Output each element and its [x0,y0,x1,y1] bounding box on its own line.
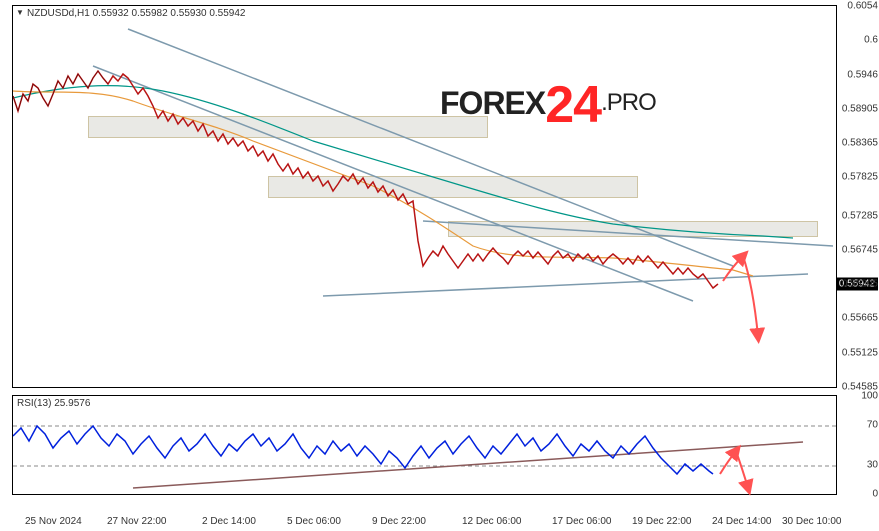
y-tick: 0.5946 [847,69,878,80]
ma-teal [13,86,793,238]
watermark-logo: FOREX24.PRO [440,75,656,135]
main-chart-svg [13,6,838,389]
rsi-chart-svg [13,396,838,496]
x-tick: 30 Dec 10:00 [782,516,842,527]
y-tick: 0.55125 [842,347,878,358]
x-tick: 27 Nov 22:00 [107,516,167,527]
y-tick: 0 [872,489,878,500]
logo-pro: .PRO [601,89,656,116]
forecast-arrow-down [743,256,758,336]
price-candles-shadow [13,71,108,111]
y-tick: 0.56745 [842,244,878,255]
y-tick: 30 [867,459,878,470]
y-tick: 0.57285 [842,210,878,221]
y-tick: 0.56205 [842,279,878,290]
x-tick: 9 Dec 22:00 [372,516,426,527]
y-tick: 0.55665 [842,313,878,324]
x-tick: 12 Dec 06:00 [462,516,522,527]
rsi-line [13,426,713,474]
channel-line [128,29,733,266]
y-tick: 70 [867,420,878,431]
x-tick: 24 Dec 14:00 [712,516,772,527]
dropdown-icon: ▼ [16,8,24,17]
logo-24: 24 [545,76,601,134]
price-chart: ▼ NZDUSDd,H1 0.55932 0.55982 0.55930 0.5… [12,5,837,388]
rsi-forecast-up [720,451,736,474]
chart-header: NZDUSDd,H1 0.55932 0.55982 0.55930 0.559… [27,8,246,19]
x-tick: 19 Dec 22:00 [632,516,692,527]
x-tick: 2 Dec 14:00 [202,516,256,527]
y-tick: 0.58905 [842,103,878,114]
y-tick: 100 [861,391,878,402]
x-tick: 17 Dec 06:00 [552,516,612,527]
y-tick: 0.6 [864,35,878,46]
y-tick: 0.58365 [842,138,878,149]
rsi-chart: RSI(13) 25.9576 100 70 30 0 [12,395,837,495]
y-tick: 0.57825 [842,172,878,183]
x-tick: 25 Nov 2024 [25,516,82,527]
rsi-header: RSI(13) 25.9576 [17,398,90,409]
channel-line [323,274,808,296]
logo-forex: FOREX [440,85,545,121]
rsi-forecast-down [736,451,748,488]
x-tick: 5 Dec 06:00 [287,516,341,527]
y-tick: 0.6054 [847,1,878,12]
